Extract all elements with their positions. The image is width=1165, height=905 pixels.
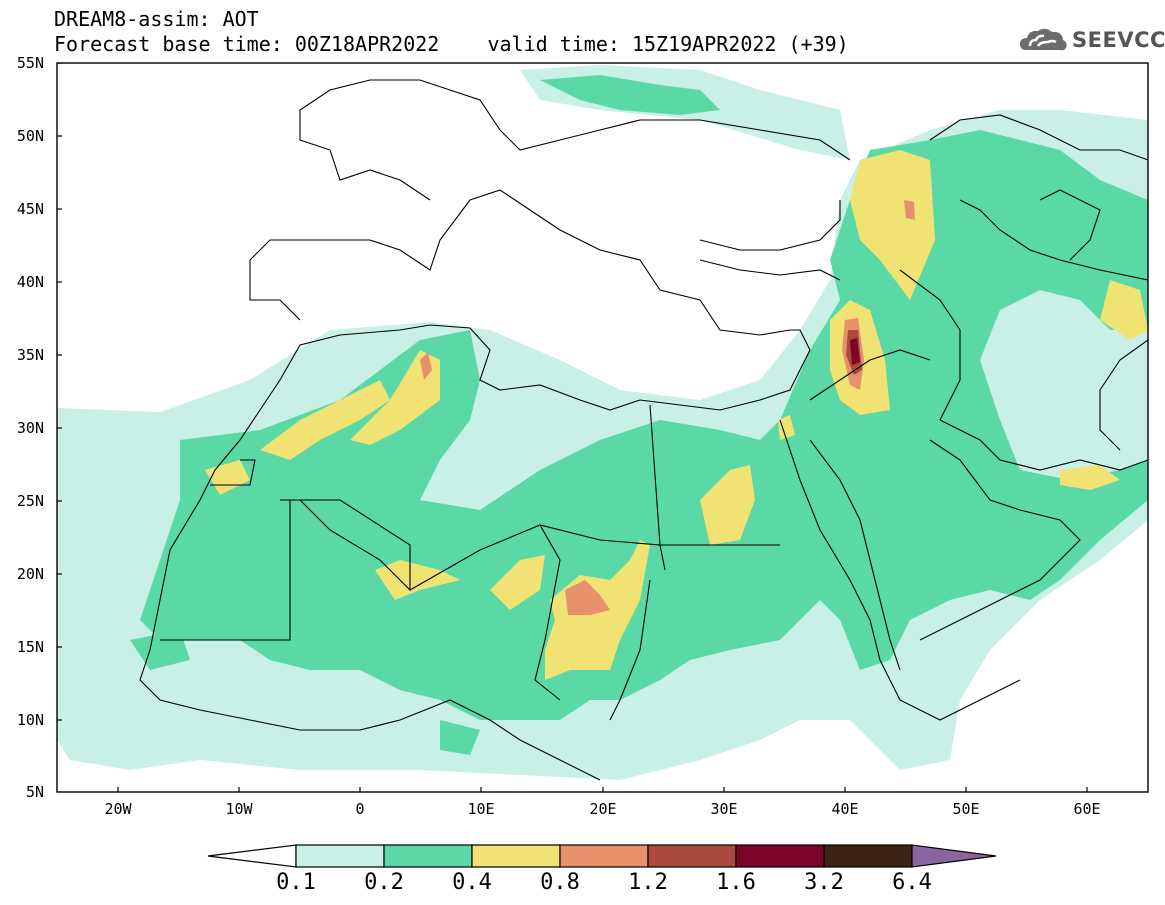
colorbar (207, 844, 997, 868)
colorbar-bin-7 (823, 844, 913, 868)
cloud-icon (1020, 28, 1067, 51)
logo-text: SEEVCCC (1072, 28, 1165, 52)
colorbar-label: 0.4 (452, 870, 492, 895)
lon-label: 20E (589, 800, 617, 818)
colorbar-bin-5 (647, 844, 737, 868)
colorbar-label: 0.2 (364, 870, 404, 895)
lat-label: 5N (25, 783, 44, 801)
lat-label: 15N (16, 638, 44, 656)
seevccc-logo: SEEVCCC (1018, 26, 1165, 56)
lat-label: 10N (16, 711, 44, 729)
lon-label: 10W (225, 800, 253, 818)
colorbar-label: 0.8 (540, 870, 580, 895)
colorbar-label: 6.4 (892, 870, 932, 895)
colorbar-label: 0.1 (276, 870, 316, 895)
colorbar-bin-6 (735, 844, 825, 868)
lat-label: 30N (16, 419, 44, 437)
colorbar-bin-1 (295, 844, 385, 868)
lat-label: 45N (16, 200, 44, 218)
time-info: Forecast base time: 00Z18APR2022 valid t… (54, 32, 849, 56)
colorbar-over (911, 844, 997, 868)
colorbar-label: 1.6 (716, 870, 756, 895)
colorbar-bin-2 (383, 844, 473, 868)
colorbar-label: 3.2 (804, 870, 844, 895)
lon-label: 50E (952, 800, 980, 818)
colorbar-bin-4 (559, 844, 649, 868)
lat-label: 20N (16, 565, 44, 583)
lon-label: 10E (467, 800, 495, 818)
lon-label: 40E (831, 800, 859, 818)
colorbar-label: 1.2 (628, 870, 668, 895)
lat-label: 35N (16, 346, 44, 364)
lon-label: 20W (104, 800, 132, 818)
colorbar-bin-3 (471, 844, 561, 868)
lat-label: 25N (16, 492, 44, 510)
aot-field (57, 65, 1148, 781)
lon-label: 30E (710, 800, 738, 818)
lat-label: 40N (16, 273, 44, 291)
lat-label: 50N (16, 127, 44, 145)
lat-label: 55N (16, 54, 44, 72)
lon-label: 0 (355, 800, 365, 818)
lon-label: 60E (1073, 800, 1101, 818)
colorbar-under (207, 844, 297, 868)
chart-title: DREAM8-assim: AOT (54, 7, 259, 31)
